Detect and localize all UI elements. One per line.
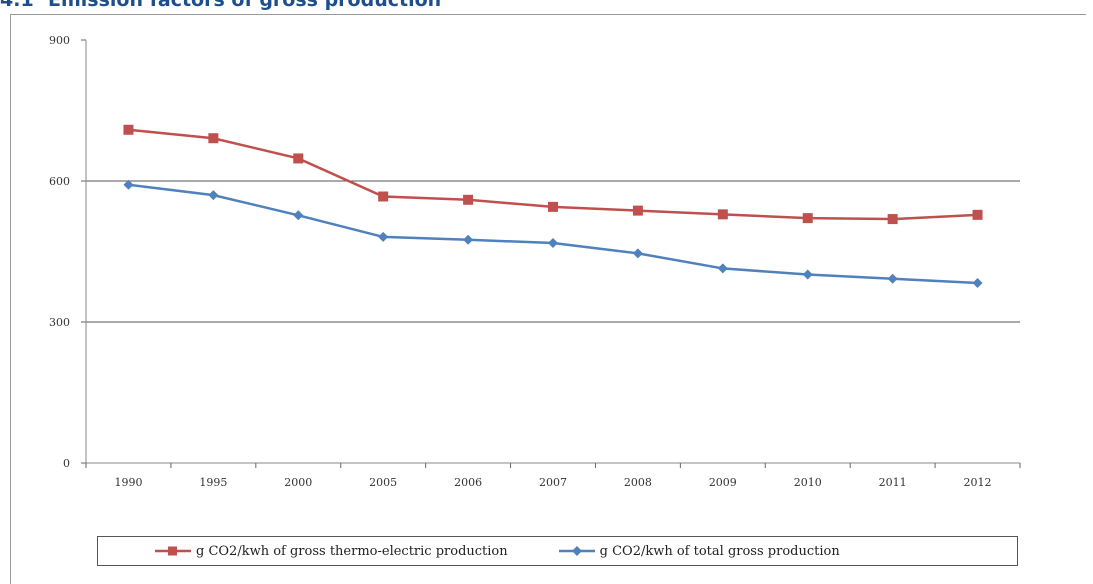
chart-frame	[10, 14, 1086, 584]
point-thermo-2012	[972, 209, 983, 220]
chart-series	[123, 124, 983, 288]
y-axis-ticks: 0 300 600 900	[49, 34, 70, 470]
y-tick-label-600: 600	[49, 175, 70, 188]
point-total-2006	[463, 234, 474, 245]
point-thermo-1995	[208, 133, 219, 144]
legend-entry-thermo: g CO2/kwh of gross thermo-electric produ…	[154, 544, 508, 559]
x-tick-label-2012: 2012	[964, 476, 992, 489]
series-line-total	[128, 183, 978, 285]
y-tick-label-0: 0	[63, 457, 70, 470]
point-total-2008	[632, 248, 643, 259]
x-tick-label-2011: 2011	[879, 476, 907, 489]
chart-legend: g CO2/kwh of gross thermo-electric produ…	[97, 536, 1018, 566]
x-tick-label-2007: 2007	[539, 476, 567, 489]
x-tick-label-1995: 1995	[199, 476, 227, 489]
section-number: 4.1	[0, 0, 34, 11]
legend-entry-total: g CO2/kwh of total gross production	[558, 544, 840, 559]
x-tick-label-1990: 1990	[114, 476, 142, 489]
section-heading: 4.1 Emission factors of gross production	[0, 0, 441, 13]
point-thermo-2010	[802, 213, 813, 224]
point-total-2000	[293, 210, 304, 221]
x-tick-label-2000: 2000	[284, 476, 312, 489]
legend-swatch-thermo	[155, 546, 191, 556]
point-total-1990	[123, 179, 134, 190]
y-tick-label-900: 900	[49, 34, 70, 47]
point-thermo-1990	[123, 124, 134, 135]
x-tick-label-2005: 2005	[369, 476, 397, 489]
x-axis-ticks: 1990 1995 2000 2005 2006 2007 2008 2009 2010 2011…	[114, 476, 991, 489]
point-thermo-2011	[887, 214, 898, 225]
point-total-2005	[378, 231, 389, 242]
grid-lines	[86, 180, 1020, 323]
point-thermo-2006	[463, 194, 474, 205]
y-tick-label-300: 300	[49, 316, 70, 329]
section-title: Emission factors of gross production	[48, 0, 442, 11]
point-total-2011	[887, 273, 898, 284]
x-tick-label-2010: 2010	[794, 476, 822, 489]
point-total-2012	[972, 277, 983, 288]
point-thermo-2007	[548, 201, 558, 212]
chart-axes	[81, 39, 1021, 468]
point-thermo-2008	[632, 205, 643, 216]
legend-label-total: g CO2/kwh of total gross production	[599, 543, 840, 559]
point-thermo-2009	[717, 209, 728, 220]
point-total-2009	[717, 263, 728, 274]
x-tick-label-2009: 2009	[709, 476, 737, 489]
x-tick-label-2008: 2008	[624, 476, 652, 489]
x-tick-label-2006: 2006	[454, 476, 482, 489]
point-total-2007	[548, 238, 558, 249]
point-thermo-2005	[378, 191, 389, 202]
point-total-1995	[208, 190, 219, 201]
line-chart: 0 300 600 900 1990 1995 2000 2005 2006 2007 2008 2…	[49, 34, 1021, 489]
legend-swatch-total	[558, 546, 595, 556]
legend-label-thermo: g CO2/kwh of gross thermo-electric produ…	[196, 543, 508, 559]
point-thermo-2000	[293, 153, 304, 164]
point-total-2010	[802, 269, 813, 280]
